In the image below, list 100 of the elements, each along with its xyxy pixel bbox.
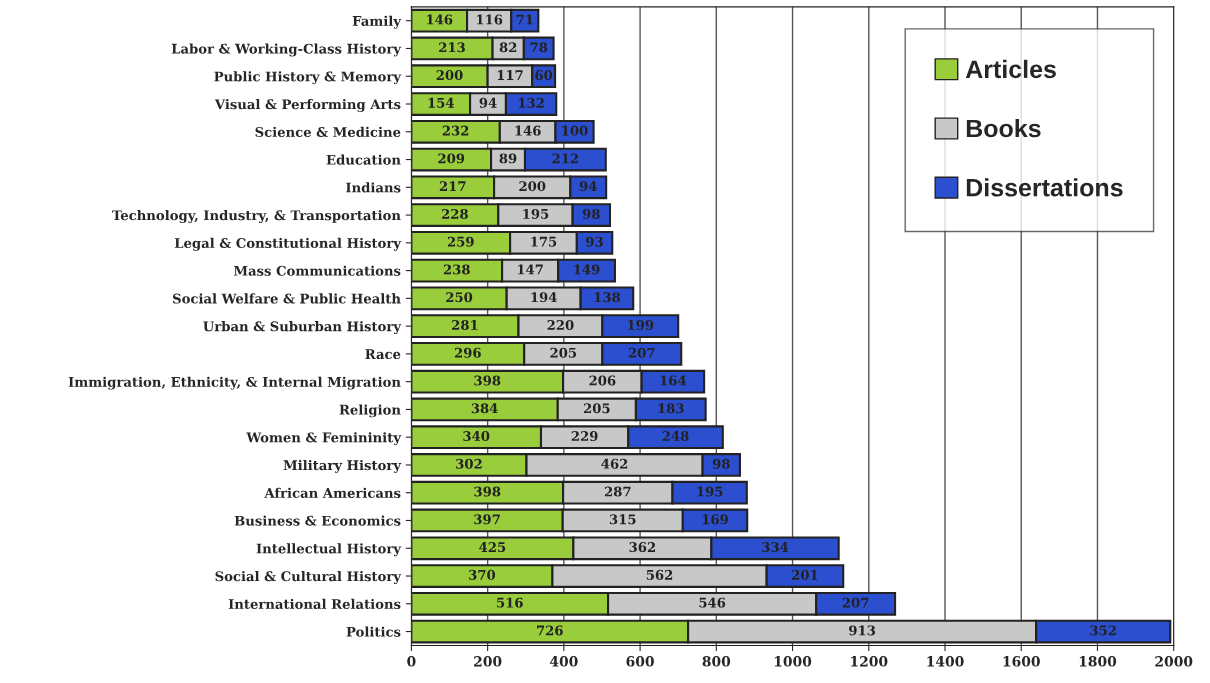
data-label: 200 — [436, 70, 463, 81]
x-tick-label: 400 — [549, 656, 578, 667]
data-label: 147 — [517, 264, 543, 275]
x-tick-label: 200 — [474, 656, 502, 667]
data-label: 207 — [628, 347, 655, 358]
data-label: 71 — [516, 14, 533, 25]
data-label: 384 — [471, 403, 498, 414]
data-label: 352 — [1090, 625, 1116, 636]
data-label: 212 — [552, 153, 578, 164]
y-tick-label: Urban & Suburban History — [203, 321, 402, 335]
data-label: 398 — [474, 486, 501, 497]
y-tick-label: Labor & Working-Class History — [171, 43, 402, 57]
x-tick-label: 800 — [702, 656, 731, 667]
data-label: 98 — [712, 458, 730, 469]
data-label: 98 — [582, 208, 600, 219]
data-label: 169 — [702, 514, 728, 525]
data-label: 138 — [594, 292, 620, 303]
y-tick-label: Education — [326, 154, 401, 165]
data-label: 183 — [658, 403, 684, 414]
data-label: 220 — [547, 319, 574, 330]
data-label: 340 — [463, 431, 490, 442]
data-label: 78 — [530, 42, 548, 53]
data-label: 132 — [518, 97, 544, 108]
y-tick-label: Public History & Memory — [214, 71, 402, 85]
y-tick-label: Social & Cultural History — [215, 571, 402, 584]
y-tick-label: International Relations — [228, 598, 401, 609]
data-label: 238 — [443, 264, 470, 275]
x-tick-label: 1800 — [1079, 656, 1117, 667]
y-tick-label: African Americans — [264, 487, 401, 498]
data-label: 259 — [447, 236, 474, 247]
data-label: 913 — [849, 625, 876, 636]
data-label: 334 — [762, 542, 789, 553]
data-label: 462 — [601, 458, 628, 469]
data-label: 281 — [452, 319, 478, 330]
data-label: 94 — [479, 97, 497, 108]
data-label: 516 — [497, 597, 523, 608]
legend-label: Articles — [965, 59, 1056, 79]
x-tick-label: 1400 — [927, 656, 964, 667]
x-tick-label: 600 — [626, 656, 654, 667]
y-tick-label: Family — [352, 15, 402, 29]
data-label: 200 — [519, 181, 546, 192]
data-label: 726 — [537, 625, 563, 636]
data-label: 93 — [586, 236, 603, 247]
data-label: 362 — [629, 542, 655, 553]
y-tick-label: Visual & Performing Arts — [214, 99, 401, 112]
y-tick-label: Military History — [283, 459, 402, 473]
y-tick-label: Women & Femininity — [246, 432, 402, 446]
data-label: 199 — [628, 319, 654, 330]
y-tick-label: Science & Medicine — [255, 126, 401, 137]
data-label: 217 — [439, 181, 466, 191]
y-tick-label: Mass Communications — [234, 265, 401, 276]
data-label: 82 — [499, 42, 517, 53]
y-tick-label: Race — [365, 349, 401, 360]
data-label: 315 — [609, 514, 636, 525]
data-label: 175 — [531, 236, 557, 247]
data-label: 116 — [476, 14, 503, 25]
data-label: 94 — [579, 181, 597, 192]
legend-label: Dissertations — [966, 178, 1123, 197]
y-tick-label: Technology, Industry, & Transportation — [112, 210, 401, 224]
data-label: 287 — [604, 486, 631, 497]
data-label: 302 — [456, 458, 482, 469]
data-label: 228 — [441, 208, 468, 219]
data-label: 146 — [515, 125, 541, 136]
data-label: 370 — [469, 569, 496, 580]
x-tick-label: 1000 — [774, 656, 812, 667]
data-label: 194 — [531, 292, 557, 303]
x-tick-label: 2000 — [1155, 656, 1193, 667]
data-label: 205 — [550, 347, 577, 358]
data-label: 209 — [438, 153, 465, 164]
x-tick-label: 1200 — [851, 656, 888, 667]
y-tick-label: Intellectual History — [256, 543, 402, 557]
data-label: 546 — [699, 597, 726, 608]
data-label: 195 — [697, 486, 723, 497]
data-label: 154 — [428, 97, 454, 108]
data-label: 248 — [662, 431, 689, 442]
y-tick-label: Indians — [346, 182, 401, 193]
data-label: 205 — [583, 403, 610, 414]
data-label: 398 — [474, 375, 501, 386]
data-label: 89 — [499, 153, 517, 164]
data-label: 100 — [562, 125, 588, 136]
y-tick-label: Immigration, Ethnicity, & Internal Migration — [68, 376, 401, 390]
data-label: 232 — [442, 125, 469, 136]
data-label: 425 — [479, 542, 506, 553]
data-label: 207 — [842, 597, 869, 608]
data-label: 149 — [574, 264, 600, 275]
data-label: 296 — [454, 347, 481, 358]
data-label: 201 — [792, 569, 818, 580]
data-label: 250 — [446, 292, 473, 303]
data-label: 164 — [660, 375, 687, 386]
data-label: 213 — [439, 42, 465, 53]
data-label: 229 — [571, 431, 598, 442]
y-tick-label: Politics — [346, 626, 401, 637]
x-tick-label: 1600 — [1003, 656, 1040, 667]
y-tick-label: Business & Economics — [234, 515, 401, 526]
y-tick-label: Religion — [339, 404, 401, 418]
legend-label: Books — [966, 118, 1041, 138]
data-label: 60 — [535, 70, 553, 81]
y-tick-label: Legal & Constitutional History — [174, 237, 402, 251]
data-label: 562 — [646, 569, 673, 580]
data-label: 117 — [497, 70, 523, 80]
